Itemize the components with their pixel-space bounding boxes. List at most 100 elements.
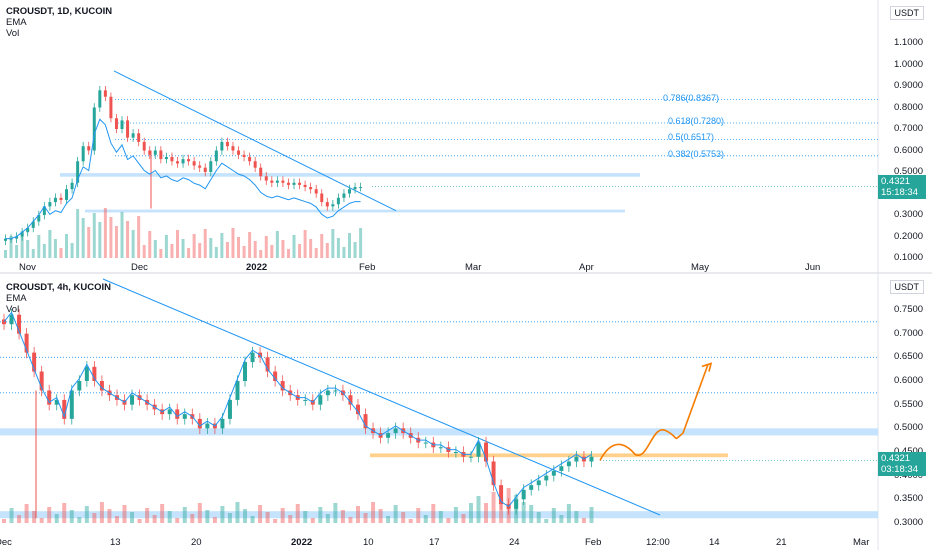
bottom-volume-bar bbox=[77, 517, 82, 523]
top-candle bbox=[181, 159, 185, 164]
bottom-volume-bar bbox=[408, 519, 413, 523]
top-candle bbox=[309, 187, 313, 190]
bottom-candle bbox=[24, 333, 29, 353]
bottom-volume-bar bbox=[69, 510, 74, 523]
bottom-volume-bar bbox=[190, 514, 195, 523]
top-y-tick: 0.2000 bbox=[894, 230, 924, 242]
top-candle bbox=[92, 107, 96, 151]
bottom-vol-label[interactable]: Vol bbox=[6, 304, 20, 315]
top-volume-bar bbox=[353, 242, 357, 258]
bottom-volume-bar bbox=[476, 496, 481, 523]
bottom-candle bbox=[265, 357, 270, 372]
bottom-x-tick: 24 bbox=[509, 537, 520, 548]
bottom-support-zone bbox=[0, 511, 878, 519]
bottom-candle bbox=[32, 352, 37, 372]
top-candle bbox=[26, 227, 30, 233]
top-currency-unit[interactable]: USDT bbox=[889, 6, 924, 20]
bottom-volume-bar bbox=[280, 508, 285, 523]
top-y-tick: 0.8000 bbox=[894, 101, 924, 113]
bottom-y-tick: 0.7000 bbox=[894, 327, 924, 339]
top-volume-bar bbox=[242, 246, 246, 258]
bottom-y-tick: 0.6500 bbox=[894, 351, 924, 363]
top-volume-bar bbox=[26, 240, 30, 258]
top-x-tick: Dec bbox=[131, 262, 148, 273]
top-volume-bar bbox=[170, 244, 174, 258]
top-volume-bar bbox=[286, 249, 290, 258]
bottom-x-tick: Feb bbox=[585, 537, 602, 548]
bottom-volume-bar bbox=[130, 512, 135, 523]
top-volume-bar bbox=[92, 213, 96, 258]
top-volume-bar bbox=[65, 234, 69, 258]
top-candle bbox=[87, 146, 91, 151]
top-volume-bar bbox=[153, 240, 157, 258]
top-candle bbox=[42, 206, 46, 215]
bottom-currency-unit[interactable]: USDT bbox=[889, 280, 924, 294]
bottom-x-tick: 12:00 bbox=[646, 537, 670, 548]
bottom-volume-bar bbox=[62, 503, 67, 523]
top-volume-bar bbox=[342, 247, 346, 258]
top-volume-bar bbox=[314, 248, 318, 258]
top-volume-bar bbox=[231, 228, 235, 258]
top-candle bbox=[4, 238, 7, 241]
bottom-candle bbox=[529, 485, 534, 490]
bottom-volume-bar bbox=[514, 495, 519, 523]
bottom-volume-bar bbox=[333, 503, 338, 523]
bottom-candle bbox=[303, 399, 308, 401]
bottom-candle bbox=[197, 418, 202, 429]
top-candle bbox=[259, 167, 263, 177]
bottom-volume-bar bbox=[205, 510, 210, 523]
top-volume-bar bbox=[275, 231, 279, 258]
bottom-candle bbox=[130, 395, 135, 405]
bottom-y-tick: 0.3000 bbox=[894, 517, 924, 528]
top-candle bbox=[114, 118, 118, 129]
top-countdown: 15:18:34 bbox=[881, 187, 918, 198]
bottom-volume-bar bbox=[340, 510, 345, 523]
bottom-volume-bar bbox=[160, 504, 165, 523]
top-ema-label[interactable]: EMA bbox=[6, 17, 27, 28]
top-volume-bar bbox=[220, 233, 224, 258]
top-x-tick: Mar bbox=[465, 262, 482, 273]
bottom-candle bbox=[453, 452, 458, 453]
bottom-candle bbox=[333, 390, 338, 392]
top-ema-line bbox=[5, 118, 361, 240]
bottom-x-tick: 14 bbox=[709, 537, 720, 548]
top-volume-bar bbox=[126, 221, 130, 258]
top-candle bbox=[198, 165, 202, 168]
top-volume-bar bbox=[53, 239, 57, 258]
bottom-volume-bar bbox=[107, 509, 112, 523]
fib-level-label: 0.618(0.7280) bbox=[668, 115, 725, 126]
bottom-volume-bar bbox=[371, 502, 376, 523]
bottom-candle bbox=[521, 489, 526, 500]
bottom-candle bbox=[280, 381, 285, 391]
top-volume-bar bbox=[109, 217, 113, 258]
bottom-ema-label[interactable]: EMA bbox=[6, 293, 27, 304]
bottom-candle bbox=[468, 456, 473, 458]
bottom-volume-bar bbox=[491, 492, 496, 523]
top-volume-bar bbox=[103, 208, 107, 258]
bottom-candle bbox=[205, 423, 210, 429]
bottom-volume-bar bbox=[499, 499, 504, 523]
top-candle bbox=[225, 141, 229, 147]
bottom-volume-bar bbox=[220, 506, 225, 523]
top-candle bbox=[220, 141, 224, 151]
bottom-volume-bar bbox=[378, 509, 383, 523]
bottom-candle bbox=[355, 404, 360, 415]
top-candle bbox=[37, 215, 41, 222]
top-candle bbox=[359, 187, 363, 189]
bottom-y-tick: 0.4500 bbox=[894, 446, 923, 457]
bottom-volume-bar bbox=[32, 511, 37, 523]
top-candle bbox=[31, 221, 35, 228]
bottom-candle bbox=[92, 366, 97, 381]
top-vol-label[interactable]: Vol bbox=[6, 28, 20, 39]
top-volume-bar bbox=[270, 245, 274, 258]
bottom-candle bbox=[318, 395, 323, 405]
top-candle bbox=[320, 193, 324, 203]
top-volume-bar bbox=[359, 228, 363, 258]
bottom-volume-bar bbox=[431, 504, 436, 523]
bottom-volume-bar bbox=[438, 511, 443, 523]
bottom-candle bbox=[484, 442, 489, 462]
bottom-volume-bar bbox=[506, 488, 511, 523]
top-volume-bar bbox=[331, 229, 335, 258]
bottom-candle bbox=[566, 461, 571, 467]
